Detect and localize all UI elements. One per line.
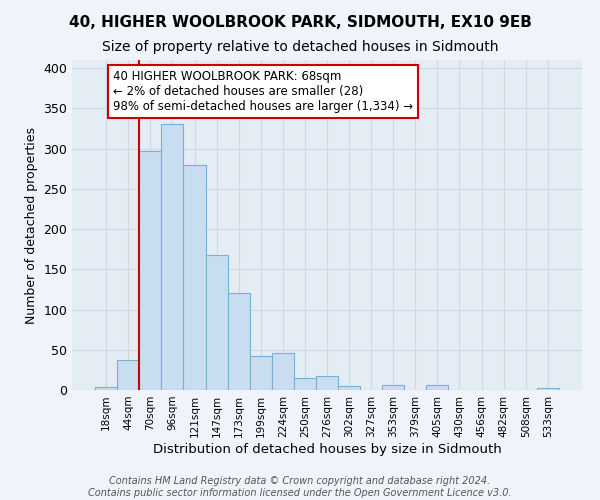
- Text: Size of property relative to detached houses in Sidmouth: Size of property relative to detached ho…: [102, 40, 498, 54]
- Text: 40 HIGHER WOOLBROOK PARK: 68sqm
← 2% of detached houses are smaller (28)
98% of : 40 HIGHER WOOLBROOK PARK: 68sqm ← 2% of …: [113, 70, 413, 113]
- Bar: [250, 356, 272, 390]
- X-axis label: Distribution of detached houses by size in Sidmouth: Distribution of detached houses by size …: [152, 442, 502, 456]
- Bar: [161, 124, 184, 390]
- Bar: [206, 255, 227, 390]
- Bar: [272, 353, 294, 390]
- Bar: [139, 151, 161, 390]
- Bar: [338, 386, 360, 390]
- Bar: [294, 378, 316, 390]
- Bar: [382, 385, 404, 390]
- Bar: [537, 388, 559, 390]
- Bar: [95, 387, 117, 390]
- Bar: [227, 294, 250, 390]
- Y-axis label: Number of detached properties: Number of detached properties: [25, 126, 38, 324]
- Bar: [117, 360, 139, 390]
- Bar: [427, 385, 448, 390]
- Text: 40, HIGHER WOOLBROOK PARK, SIDMOUTH, EX10 9EB: 40, HIGHER WOOLBROOK PARK, SIDMOUTH, EX1…: [68, 15, 532, 30]
- Text: Contains HM Land Registry data © Crown copyright and database right 2024.
Contai: Contains HM Land Registry data © Crown c…: [88, 476, 512, 498]
- Bar: [184, 164, 206, 390]
- Bar: [316, 376, 338, 390]
